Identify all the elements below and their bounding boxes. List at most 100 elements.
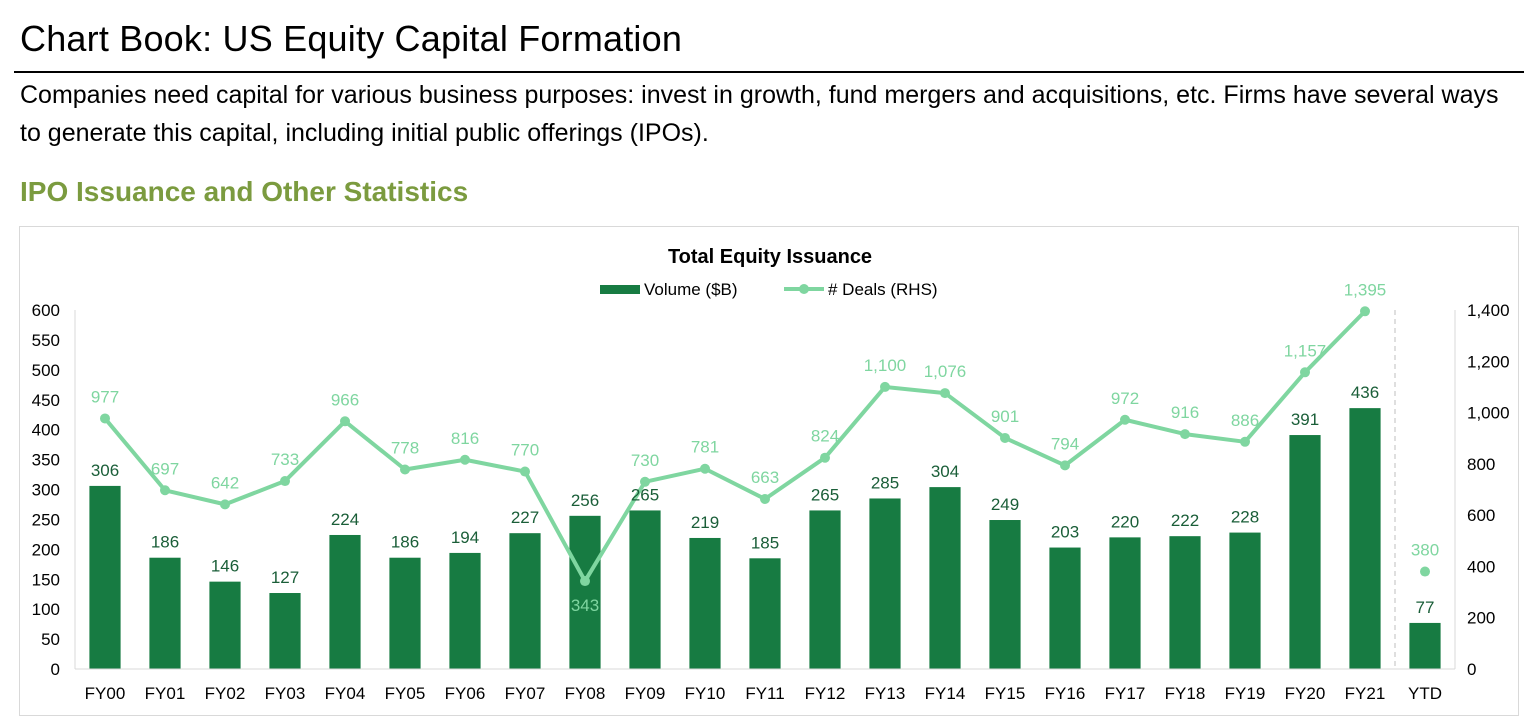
volume-label: 222 <box>1171 511 1199 530</box>
deals-point-fy16 <box>1060 460 1070 471</box>
deals-point-fy21 <box>1360 306 1370 317</box>
legend-volume-swatch <box>600 285 640 294</box>
volume-label: 304 <box>931 462 959 481</box>
chart-panel: Total Equity Issuance Volume ($B) # Deals … <box>19 226 1519 716</box>
volume-label: 249 <box>991 495 1019 514</box>
title-divider <box>14 71 1524 73</box>
x-axis-tick: FY19 <box>1225 684 1266 703</box>
deals-label: 380 <box>1411 541 1439 560</box>
deals-point-fy18 <box>1180 429 1190 440</box>
deals-point-fy02 <box>220 499 230 510</box>
right-axis-tick: 400 <box>1467 557 1495 576</box>
deals-label: 1,395 <box>1344 280 1387 299</box>
volume-label: 77 <box>1416 598 1435 617</box>
volume-label: 224 <box>331 510 359 529</box>
legend-deals-label: # Deals (RHS) <box>828 280 938 299</box>
volume-label: 228 <box>1231 508 1259 527</box>
deals-point-fy19 <box>1240 436 1250 447</box>
intro-paragraph: Companies need capital for various busin… <box>20 81 1499 147</box>
page-title: Chart Book: US Equity Capital Formation <box>20 18 683 59</box>
deals-label: 794 <box>1051 434 1079 453</box>
deals-label: 824 <box>811 427 839 446</box>
volume-bar-fy08 <box>569 515 601 669</box>
volume-label: 127 <box>271 568 299 587</box>
deals-point-fy15 <box>1000 432 1010 443</box>
volume-bar-fy07 <box>509 533 541 669</box>
volume-label: 186 <box>391 533 419 552</box>
left-axis-tick: 400 <box>32 421 60 440</box>
x-axis-tick: FY06 <box>445 684 486 703</box>
volume-bar-fy09 <box>629 510 661 669</box>
legend-deals-marker <box>799 284 809 294</box>
volume-bar-fy02 <box>209 581 241 669</box>
volume-label: 256 <box>571 491 599 510</box>
left-axis-tick: 0 <box>51 660 60 679</box>
volume-label: 265 <box>631 485 659 504</box>
deals-label: 642 <box>211 473 239 492</box>
volume-bar-fy19 <box>1229 532 1261 669</box>
deals-point-ytd <box>1420 566 1430 577</box>
volume-label: 220 <box>1111 512 1139 531</box>
volume-bar-fy00 <box>89 485 121 669</box>
volume-bar-fy20 <box>1289 435 1321 669</box>
deals-label: 663 <box>751 468 779 487</box>
deals-label: 901 <box>991 407 1019 426</box>
left-axis-tick: 450 <box>32 391 60 410</box>
x-axis-tick: FY01 <box>145 684 186 703</box>
volume-label: 265 <box>811 485 839 504</box>
deals-point-fy05 <box>400 464 410 475</box>
x-axis-tick: FY10 <box>685 684 726 703</box>
left-axis-tick: 50 <box>41 630 60 649</box>
x-axis-tick: FY16 <box>1045 684 1086 703</box>
right-axis-tick: 800 <box>1467 455 1495 474</box>
deals-point-fy10 <box>700 463 710 474</box>
deals-point-fy06 <box>460 454 470 465</box>
section-heading: IPO Issuance and Other Statistics <box>20 176 469 207</box>
left-axis-tick: 250 <box>32 510 60 529</box>
total-equity-issuance-chart: Total Equity Issuance Volume ($B) # Deals … <box>32 246 1510 703</box>
deals-label: 977 <box>91 387 119 406</box>
legend-volume-label: Volume ($B) <box>644 280 738 299</box>
deals-label: 1,100 <box>864 356 907 375</box>
volume-bar-fy06 <box>449 552 481 669</box>
x-axis-tick: FY15 <box>985 684 1026 703</box>
deals-point-fy07 <box>520 466 530 477</box>
deals-point-fy13 <box>880 381 890 392</box>
x-axis-tick: FY14 <box>925 684 966 703</box>
volume-label: 391 <box>1291 410 1319 429</box>
deals-point-fy09 <box>640 476 650 487</box>
deals-point-fy01 <box>160 485 170 496</box>
volume-label: 436 <box>1351 383 1379 402</box>
deals-point-fy17 <box>1120 414 1130 425</box>
left-axis-tick: 550 <box>32 331 60 350</box>
deals-label: 816 <box>451 429 479 448</box>
deals-point-fy12 <box>820 452 830 463</box>
deals-label: 886 <box>1231 411 1259 430</box>
volume-bar-fy13 <box>869 498 901 669</box>
volume-label: 285 <box>871 473 899 492</box>
volume-label: 194 <box>451 528 479 547</box>
x-axis-tick: FY13 <box>865 684 906 703</box>
volume-bar-fy01 <box>149 557 181 669</box>
x-axis-tick: FY03 <box>265 684 306 703</box>
left-axis-tick: 500 <box>32 361 60 380</box>
x-axis-tick: FY04 <box>325 684 366 703</box>
volume-bar-ytd <box>1409 622 1441 669</box>
x-axis-tick: FY02 <box>205 684 246 703</box>
volume-bar-fy15 <box>989 520 1021 669</box>
x-axis-tick: FY08 <box>565 684 606 703</box>
volume-label: 306 <box>91 461 119 480</box>
x-axis-tick: FY17 <box>1105 684 1146 703</box>
volume-bar-fy16 <box>1049 547 1081 669</box>
left-axis-tick: 350 <box>32 451 60 470</box>
deals-label: 733 <box>271 450 299 469</box>
left-axis-tick: 600 <box>32 301 60 320</box>
x-axis-tick: FY00 <box>85 684 126 703</box>
x-axis-tick: FY09 <box>625 684 666 703</box>
volume-bar-fy03 <box>269 593 301 669</box>
deals-label: 343 <box>571 596 599 615</box>
volume-label: 203 <box>1051 523 1079 542</box>
right-axis-tick: 600 <box>1467 506 1495 525</box>
right-axis-tick: 1,000 <box>1467 404 1510 423</box>
deals-label: 1,076 <box>924 362 967 381</box>
